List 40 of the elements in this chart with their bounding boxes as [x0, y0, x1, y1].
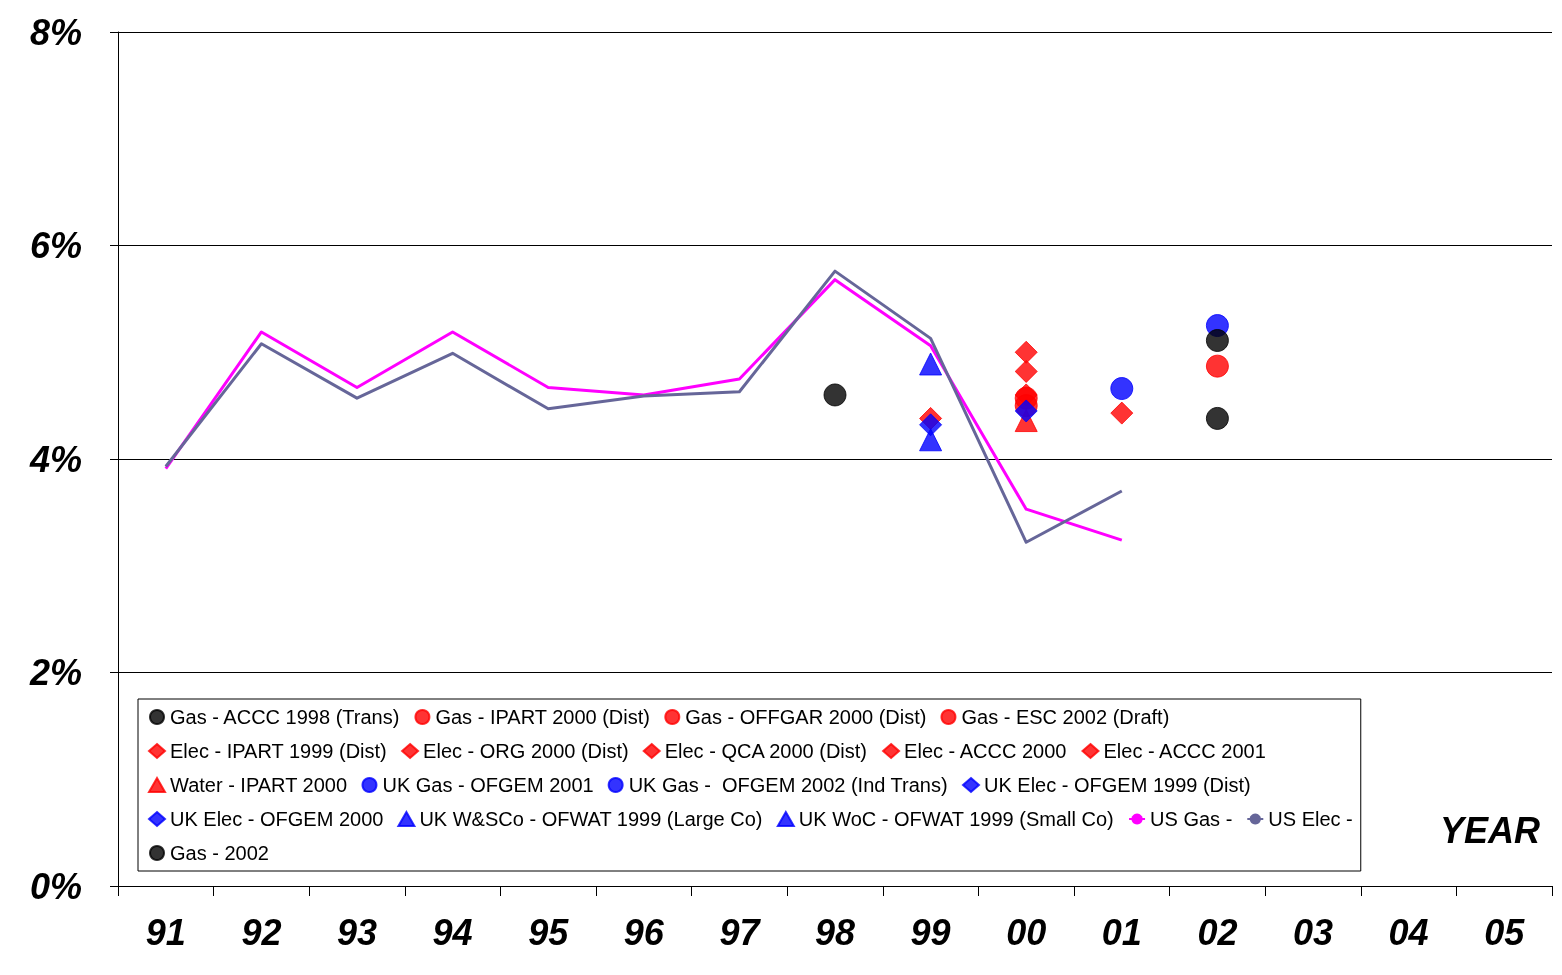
- y-tick-label: 4%: [28, 438, 82, 480]
- x-tick-label: 92: [241, 911, 282, 953]
- legend-label: Gas - IPART 2000 (Dist): [435, 706, 650, 728]
- x-axis-title: YEAR: [1439, 809, 1541, 851]
- legend-label: Elec - IPART 1999 (Dist): [170, 740, 387, 762]
- x-tick-label: 99: [910, 911, 951, 953]
- legend-label: Gas - OFFGAR 2000 (Dist): [685, 706, 927, 728]
- legend-label: UK Gas - OFGEM 2002 (Ind Trans): [628, 774, 948, 796]
- x-tick-label: 02: [1197, 911, 1238, 953]
- x-tick-label: 94: [432, 911, 473, 953]
- x-tick-label: 93: [336, 911, 378, 953]
- x-tick-label: 97: [719, 911, 762, 953]
- legend-label: UK Elec - OFGEM 2000: [170, 808, 384, 830]
- y-tick-label: 6%: [29, 225, 82, 266]
- x-tick-label: 96: [623, 911, 665, 953]
- x-tick-label: 95: [528, 911, 570, 953]
- legend-label: Gas - 2002: [170, 842, 269, 864]
- y-tick-label: 8%: [29, 11, 82, 53]
- x-tick-label: 01: [1101, 911, 1142, 953]
- legend-label: UK W&SCo - OFWAT 1999 (Large Co): [419, 808, 763, 830]
- x-tick-label: 05: [1484, 911, 1526, 953]
- legend-label: Elec - ORG 2000 (Dist): [423, 740, 629, 762]
- legend-label: US Gas -: [1150, 808, 1233, 830]
- legend-label: UK Elec - OFGEM 1999 (Dist): [983, 774, 1251, 796]
- x-tick-label: 03: [1292, 911, 1334, 953]
- x-tick-label: 04: [1388, 911, 1429, 953]
- x-tick-label: 00: [1006, 911, 1047, 953]
- y-tick-label: 2%: [28, 652, 82, 693]
- legend-label: Gas - ESC 2002 (Draft): [961, 706, 1170, 728]
- legend-label: Elec - QCA 2000 (Dist): [664, 740, 867, 762]
- y-tick-label: 0%: [29, 865, 82, 907]
- legend-label: UK Gas - OFGEM 2001: [382, 774, 594, 796]
- legend-label: Elec - ACCC 2000: [904, 740, 1067, 762]
- legend-label: Water - IPART 2000: [170, 774, 348, 796]
- legend-label: US Elec -: [1268, 808, 1353, 830]
- legend-label: Gas - ACCC 1998 (Trans): [170, 706, 400, 728]
- x-tick-label: 98: [814, 911, 856, 953]
- legend-label: Elec - ACCC 2001: [1103, 740, 1266, 762]
- x-tick-label: 91: [145, 911, 186, 953]
- legend-label: UK WoC - OFWAT 1999 (Small Co): [798, 808, 1114, 830]
